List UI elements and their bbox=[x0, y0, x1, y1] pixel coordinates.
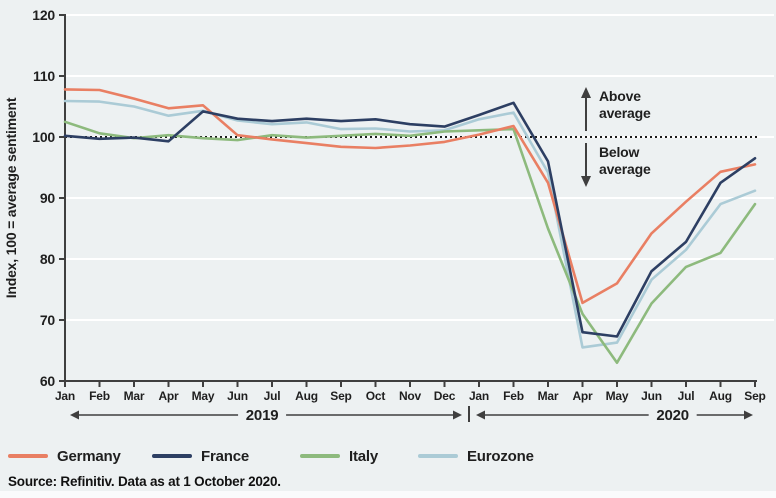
x-tick-label: Feb bbox=[503, 389, 524, 403]
below-average-label: Below bbox=[599, 144, 640, 160]
source-note: Source: Refinitiv. Data as at 1 October … bbox=[8, 474, 281, 489]
x-tick-label: Mar bbox=[538, 389, 559, 403]
y-tick-label: 90 bbox=[40, 190, 56, 206]
x-tick-label: Mar bbox=[124, 389, 145, 403]
year-label: 2020 bbox=[656, 407, 689, 424]
x-tick-label: Jun bbox=[227, 389, 248, 403]
x-tick-label: Apr bbox=[572, 389, 593, 403]
x-tick-label: Dec bbox=[434, 389, 456, 403]
x-tick-label: Feb bbox=[89, 389, 110, 403]
x-tick-label: May bbox=[192, 389, 215, 403]
x-tick-label: Jun bbox=[641, 389, 662, 403]
y-tick-label: 80 bbox=[40, 251, 56, 267]
x-tick-label: Sep bbox=[330, 389, 351, 403]
year-label: 2019 bbox=[246, 407, 279, 424]
year-arrowhead-right bbox=[453, 410, 462, 420]
y-tick-label: 110 bbox=[33, 68, 55, 84]
year-arrowhead-right bbox=[744, 410, 753, 420]
series-line-france bbox=[63, 101, 757, 338]
legend-label: Eurozone bbox=[467, 447, 534, 465]
legend-item-france: France bbox=[152, 444, 249, 468]
legend-swatch-germany bbox=[8, 454, 48, 458]
year-arrowhead-left bbox=[70, 410, 79, 420]
legend-item-germany: Germany bbox=[8, 444, 121, 468]
series-line-germany bbox=[63, 88, 757, 305]
legend-label: Germany bbox=[57, 447, 121, 465]
legend-swatch-france bbox=[152, 454, 192, 458]
x-tick-label: May bbox=[606, 389, 629, 403]
legend-swatch-eurozone bbox=[418, 454, 458, 458]
x-tick-label: Jan bbox=[55, 389, 75, 403]
y-axis-title: Index, 100 = average sentiment bbox=[3, 97, 19, 298]
above-average-label: Above bbox=[599, 88, 641, 104]
series-line-italy bbox=[63, 120, 757, 365]
above-average-arrowhead bbox=[581, 87, 591, 98]
below-average-label: average bbox=[599, 161, 651, 177]
legend-swatch-italy bbox=[300, 454, 340, 458]
x-tick-label: Aug bbox=[709, 389, 732, 403]
x-tick-label: Oct bbox=[366, 389, 386, 403]
legend-label: Italy bbox=[349, 447, 379, 465]
y-tick-label: 70 bbox=[40, 312, 56, 328]
y-tick-label: 120 bbox=[32, 7, 55, 23]
legend-item-eurozone: Eurozone bbox=[418, 444, 534, 468]
sentiment-line-chart: 60 70 80 90 100 110 120 Index, 100 = average se… bbox=[3, 7, 774, 424]
x-tick-label: Jan bbox=[469, 389, 489, 403]
legend-item-italy: Italy bbox=[300, 444, 378, 468]
below-average-arrowhead bbox=[581, 176, 591, 187]
x-tick-label: Nov bbox=[399, 389, 422, 403]
legend-label: France bbox=[201, 447, 249, 465]
x-tick-label: Apr bbox=[158, 389, 179, 403]
x-tick-label: Sep bbox=[744, 389, 765, 403]
year-arrowhead-left bbox=[476, 410, 485, 420]
chart-legend: Germany France Italy Eurozone bbox=[0, 444, 776, 468]
series-line-eurozone bbox=[63, 99, 757, 349]
above-average-label: average bbox=[599, 105, 651, 121]
x-tick-label: Aug bbox=[295, 389, 318, 403]
x-tick-label: Jul bbox=[678, 389, 695, 403]
x-tick-label: Jul bbox=[264, 389, 281, 403]
y-tick-label: 60 bbox=[40, 373, 56, 389]
bottom-strip bbox=[0, 491, 776, 498]
y-tick-label: 100 bbox=[32, 129, 55, 145]
